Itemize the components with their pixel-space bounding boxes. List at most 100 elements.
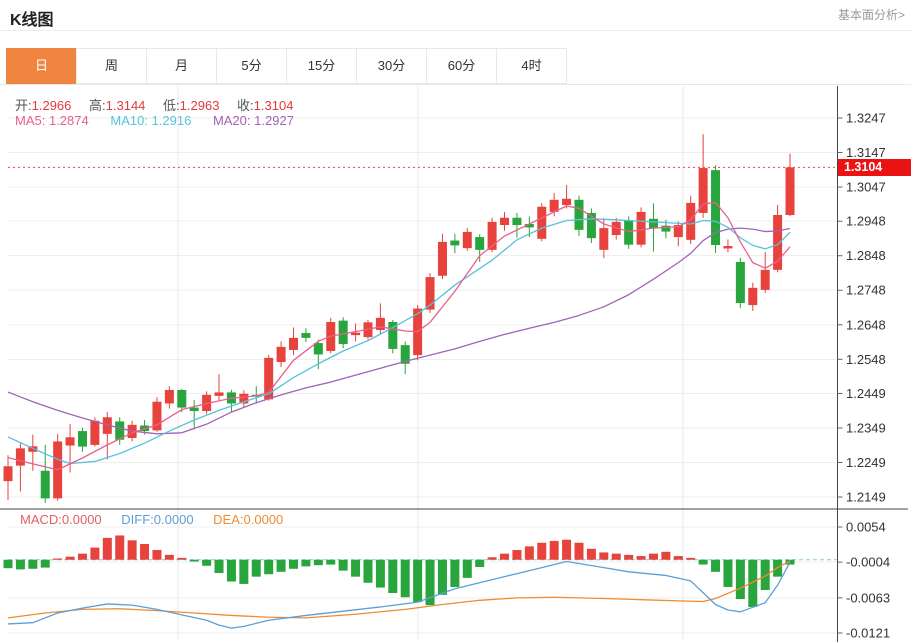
candle[interactable] [524, 223, 534, 228]
candle[interactable] [475, 237, 485, 250]
candle[interactable] [177, 389, 187, 408]
candle[interactable] [450, 240, 460, 246]
candle[interactable] [400, 345, 410, 364]
candle[interactable] [264, 357, 274, 400]
candle[interactable] [785, 167, 795, 215]
macd-bar [115, 535, 125, 560]
macd-bar [326, 559, 336, 565]
candle[interactable] [65, 437, 75, 446]
macd-bar [288, 559, 298, 569]
macd-bar [698, 559, 708, 565]
high-label: 高: [89, 98, 106, 113]
ohlc-readout: 开:1.2966 高:1.3144 低:1.2963 收:1.3104 [15, 95, 307, 114]
period-tab-4[interactable]: 5分 [216, 48, 287, 84]
candle[interactable] [661, 225, 671, 232]
candle[interactable] [3, 466, 13, 482]
candle[interactable] [102, 417, 112, 434]
period-tabs: 日周月 5分 15分 30分 60分 4时 [6, 48, 567, 84]
candle[interactable] [500, 217, 510, 226]
candle[interactable] [586, 212, 596, 239]
macd-bar [549, 540, 559, 560]
macd-bar [375, 559, 385, 588]
page-title: K线图 [10, 12, 54, 29]
candle[interactable] [313, 343, 323, 355]
macd-bar [735, 559, 745, 600]
macd-bar [425, 559, 435, 606]
candle[interactable] [40, 470, 50, 499]
title-divider [0, 30, 911, 31]
axis-label: 1.2748 [846, 283, 886, 298]
ma20-value: 1.2927 [254, 113, 294, 128]
candle[interactable] [276, 346, 286, 363]
candle[interactable] [698, 168, 708, 213]
candle[interactable] [338, 320, 348, 345]
period-tab-3[interactable]: 月 [146, 48, 217, 84]
period-tab-5[interactable]: 15分 [286, 48, 357, 84]
candle[interactable] [599, 228, 609, 250]
candle[interactable] [537, 206, 547, 239]
macd-bar [673, 556, 683, 560]
candle[interactable] [711, 170, 721, 246]
candle[interactable] [549, 199, 559, 212]
candle[interactable] [425, 277, 435, 310]
candle[interactable] [388, 321, 398, 349]
macd-bar [500, 553, 510, 560]
macd-bar [686, 557, 696, 560]
macd-bar [462, 559, 472, 578]
macd-bar [512, 550, 522, 560]
period-tab-6[interactable]: 30分 [356, 48, 427, 84]
candle[interactable] [375, 317, 385, 330]
diff-line [7, 560, 791, 629]
axis-label: 1.2349 [846, 420, 886, 435]
candle[interactable] [686, 202, 696, 240]
candle[interactable] [512, 217, 522, 226]
candle[interactable] [562, 198, 572, 205]
period-tab-1[interactable]: 日 [6, 48, 77, 84]
macd-bar [313, 559, 323, 566]
candle[interactable] [189, 407, 199, 412]
candle[interactable] [748, 287, 758, 306]
candle[interactable] [301, 333, 311, 338]
fundamental-analysis-link[interactable]: 基本面分析> [837, 8, 905, 22]
period-tab-7[interactable]: 60分 [426, 48, 497, 84]
candle[interactable] [351, 332, 361, 336]
macd-bar [77, 553, 87, 560]
candle[interactable] [77, 431, 87, 447]
candle[interactable] [239, 393, 249, 404]
candle[interactable] [723, 246, 733, 249]
macd-bar [487, 557, 497, 560]
candle[interactable] [648, 218, 658, 229]
period-tab-8[interactable]: 4时 [496, 48, 567, 84]
macd-bar [437, 559, 447, 595]
macd-bar [214, 559, 224, 574]
candle[interactable] [773, 214, 783, 270]
macd-bar [276, 559, 286, 572]
candle[interactable] [735, 261, 745, 304]
macd-value: 0.0000 [61, 512, 102, 527]
candle[interactable] [288, 337, 298, 350]
candle[interactable] [164, 389, 174, 404]
candle[interactable] [760, 269, 770, 290]
ma10-value: 1.2916 [151, 113, 192, 128]
candle[interactable] [90, 420, 100, 445]
candle[interactable] [462, 231, 472, 249]
macd-bar [586, 548, 596, 560]
candle[interactable] [624, 220, 634, 245]
candle[interactable] [574, 199, 584, 230]
candle[interactable] [152, 401, 162, 431]
axis-label: 1.2648 [846, 317, 886, 332]
macd-bar [723, 559, 733, 587]
candle[interactable] [15, 448, 25, 466]
candle[interactable] [487, 221, 497, 250]
macd-bar [388, 559, 398, 594]
axis-label: 1.2548 [846, 352, 886, 367]
macd-bar [28, 559, 38, 569]
candle[interactable] [611, 221, 621, 236]
candle[interactable] [437, 241, 447, 276]
period-tab-2[interactable]: 周 [76, 48, 147, 84]
candle[interactable] [673, 225, 683, 238]
candle[interactable] [115, 421, 125, 440]
candle[interactable] [636, 211, 646, 245]
candle[interactable] [214, 392, 224, 396]
